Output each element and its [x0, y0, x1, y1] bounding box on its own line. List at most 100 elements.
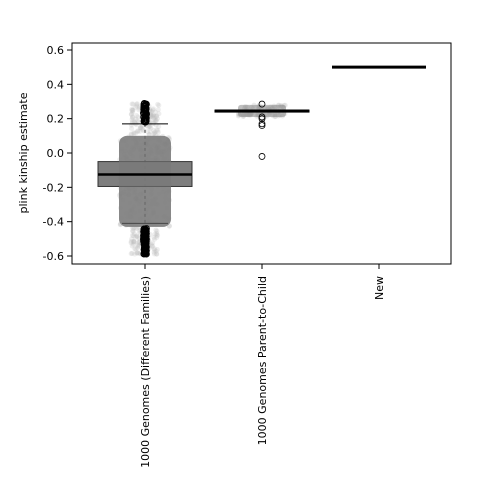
- jitter-point: [154, 228, 160, 234]
- jitter-point: [130, 114, 136, 120]
- jitter-point: [138, 124, 144, 130]
- jitter-point: [135, 128, 141, 134]
- jitter-point: [150, 114, 156, 120]
- jitter-point: [129, 243, 135, 249]
- plot-layer: [97, 65, 426, 258]
- y-axis-title: plink kinship estimate: [17, 92, 30, 213]
- jitter-point: [134, 233, 140, 239]
- jitter-point: [134, 245, 140, 251]
- jitter-point: [129, 114, 135, 120]
- jitter-point: [128, 131, 134, 137]
- jitter-point: [148, 241, 154, 247]
- jitter-point: [131, 130, 137, 136]
- jitter-point: [134, 225, 140, 231]
- jitter-point: [137, 125, 143, 131]
- jitter-point: [153, 118, 159, 124]
- jitter-point: [151, 130, 157, 136]
- jitter-point: [151, 249, 157, 255]
- jitter-point: [130, 109, 136, 115]
- jitter-point: [136, 243, 142, 249]
- jitter-point: [134, 101, 140, 107]
- outliers-group-1: [140, 99, 150, 258]
- jitter-point: [129, 119, 135, 125]
- jitter-point: [134, 233, 140, 239]
- jitter-point: [136, 107, 142, 113]
- jitter-point: [131, 239, 137, 245]
- jitter-point: [128, 111, 134, 117]
- jitter-point: [152, 114, 158, 120]
- jitter-point: [153, 227, 159, 233]
- jitter-point: [155, 129, 161, 135]
- x-tick-label: 1000 Genomes Parent-to-Child: [256, 276, 269, 445]
- jitter-point: [132, 105, 138, 111]
- jitter-point: [129, 125, 135, 131]
- outlier-point: [141, 241, 149, 249]
- outlier-point: [142, 248, 150, 256]
- outlier-point: [258, 115, 266, 123]
- outlier-point: [142, 117, 150, 125]
- jitter-point: [154, 235, 160, 241]
- jitter-point: [151, 131, 157, 137]
- jitter-point: [131, 239, 137, 245]
- jitter-point: [130, 228, 136, 234]
- outlier-point: [143, 243, 150, 251]
- jitter-point: [129, 108, 135, 114]
- jitter-point: [129, 116, 135, 122]
- jitter-point: [149, 109, 155, 115]
- jitter-point: [155, 107, 161, 113]
- x-axis: 1000 Genomes (Different Families) 1000 Ge…: [139, 264, 386, 468]
- jitter-point: [135, 234, 141, 240]
- outlier-point: [258, 100, 266, 108]
- jitter-point: [130, 233, 136, 239]
- jitter-point: [155, 127, 161, 133]
- jitter-point: [152, 109, 158, 115]
- jitter-point: [135, 250, 141, 256]
- jitter-point: [148, 113, 154, 119]
- jitter-point: [135, 118, 141, 124]
- jitter-point: [152, 118, 158, 124]
- y-tick-label: 0.4: [47, 78, 65, 91]
- jitter-point: [134, 250, 140, 256]
- jitter-point: [130, 107, 136, 113]
- jitter-point: [150, 240, 156, 246]
- jitter-point: [134, 101, 140, 107]
- jitter-point: [129, 250, 135, 256]
- jitter-point: [134, 250, 140, 256]
- outlier-point: [258, 120, 266, 128]
- jitter-point: [156, 102, 162, 108]
- jitter-point: [152, 129, 158, 135]
- jitter-point: [153, 118, 159, 124]
- jitter-point: [137, 128, 143, 134]
- y-tick-label: 0.6: [47, 44, 65, 57]
- jitter-point: [131, 231, 137, 237]
- jitter-point: [154, 251, 160, 257]
- jitter-point: [153, 122, 159, 128]
- y-tick-label: -0.6: [43, 250, 64, 263]
- outlier-point: [140, 230, 148, 238]
- outlier-point: [140, 250, 148, 258]
- jitter-point: [136, 250, 142, 256]
- violin-overlay-1: [119, 135, 171, 227]
- jitter-point: [154, 230, 160, 236]
- jitter-point: [156, 111, 162, 117]
- jitter-point: [131, 239, 137, 245]
- jitter-point: [133, 234, 139, 240]
- jitter-point: [148, 113, 154, 119]
- outlier-point: [141, 234, 149, 242]
- y-axis: -0.6 -0.4 -0.2 0.0 0.2 0.4 0.6: [43, 44, 72, 263]
- jitter-point: [150, 243, 156, 249]
- jitter-point: [128, 240, 134, 246]
- jitter-point: [129, 101, 135, 107]
- jitter-point: [130, 241, 136, 247]
- jitter-point: [130, 107, 136, 113]
- jitter-point: [152, 236, 158, 242]
- jitter-point: [131, 119, 137, 125]
- jitter-point: [145, 124, 151, 130]
- jitter-point: [154, 127, 160, 133]
- jitter-point: [156, 124, 162, 130]
- jitter-point: [152, 247, 158, 253]
- jitter-point: [140, 127, 146, 133]
- jitter-point: [147, 129, 153, 135]
- jitter-point: [134, 103, 140, 109]
